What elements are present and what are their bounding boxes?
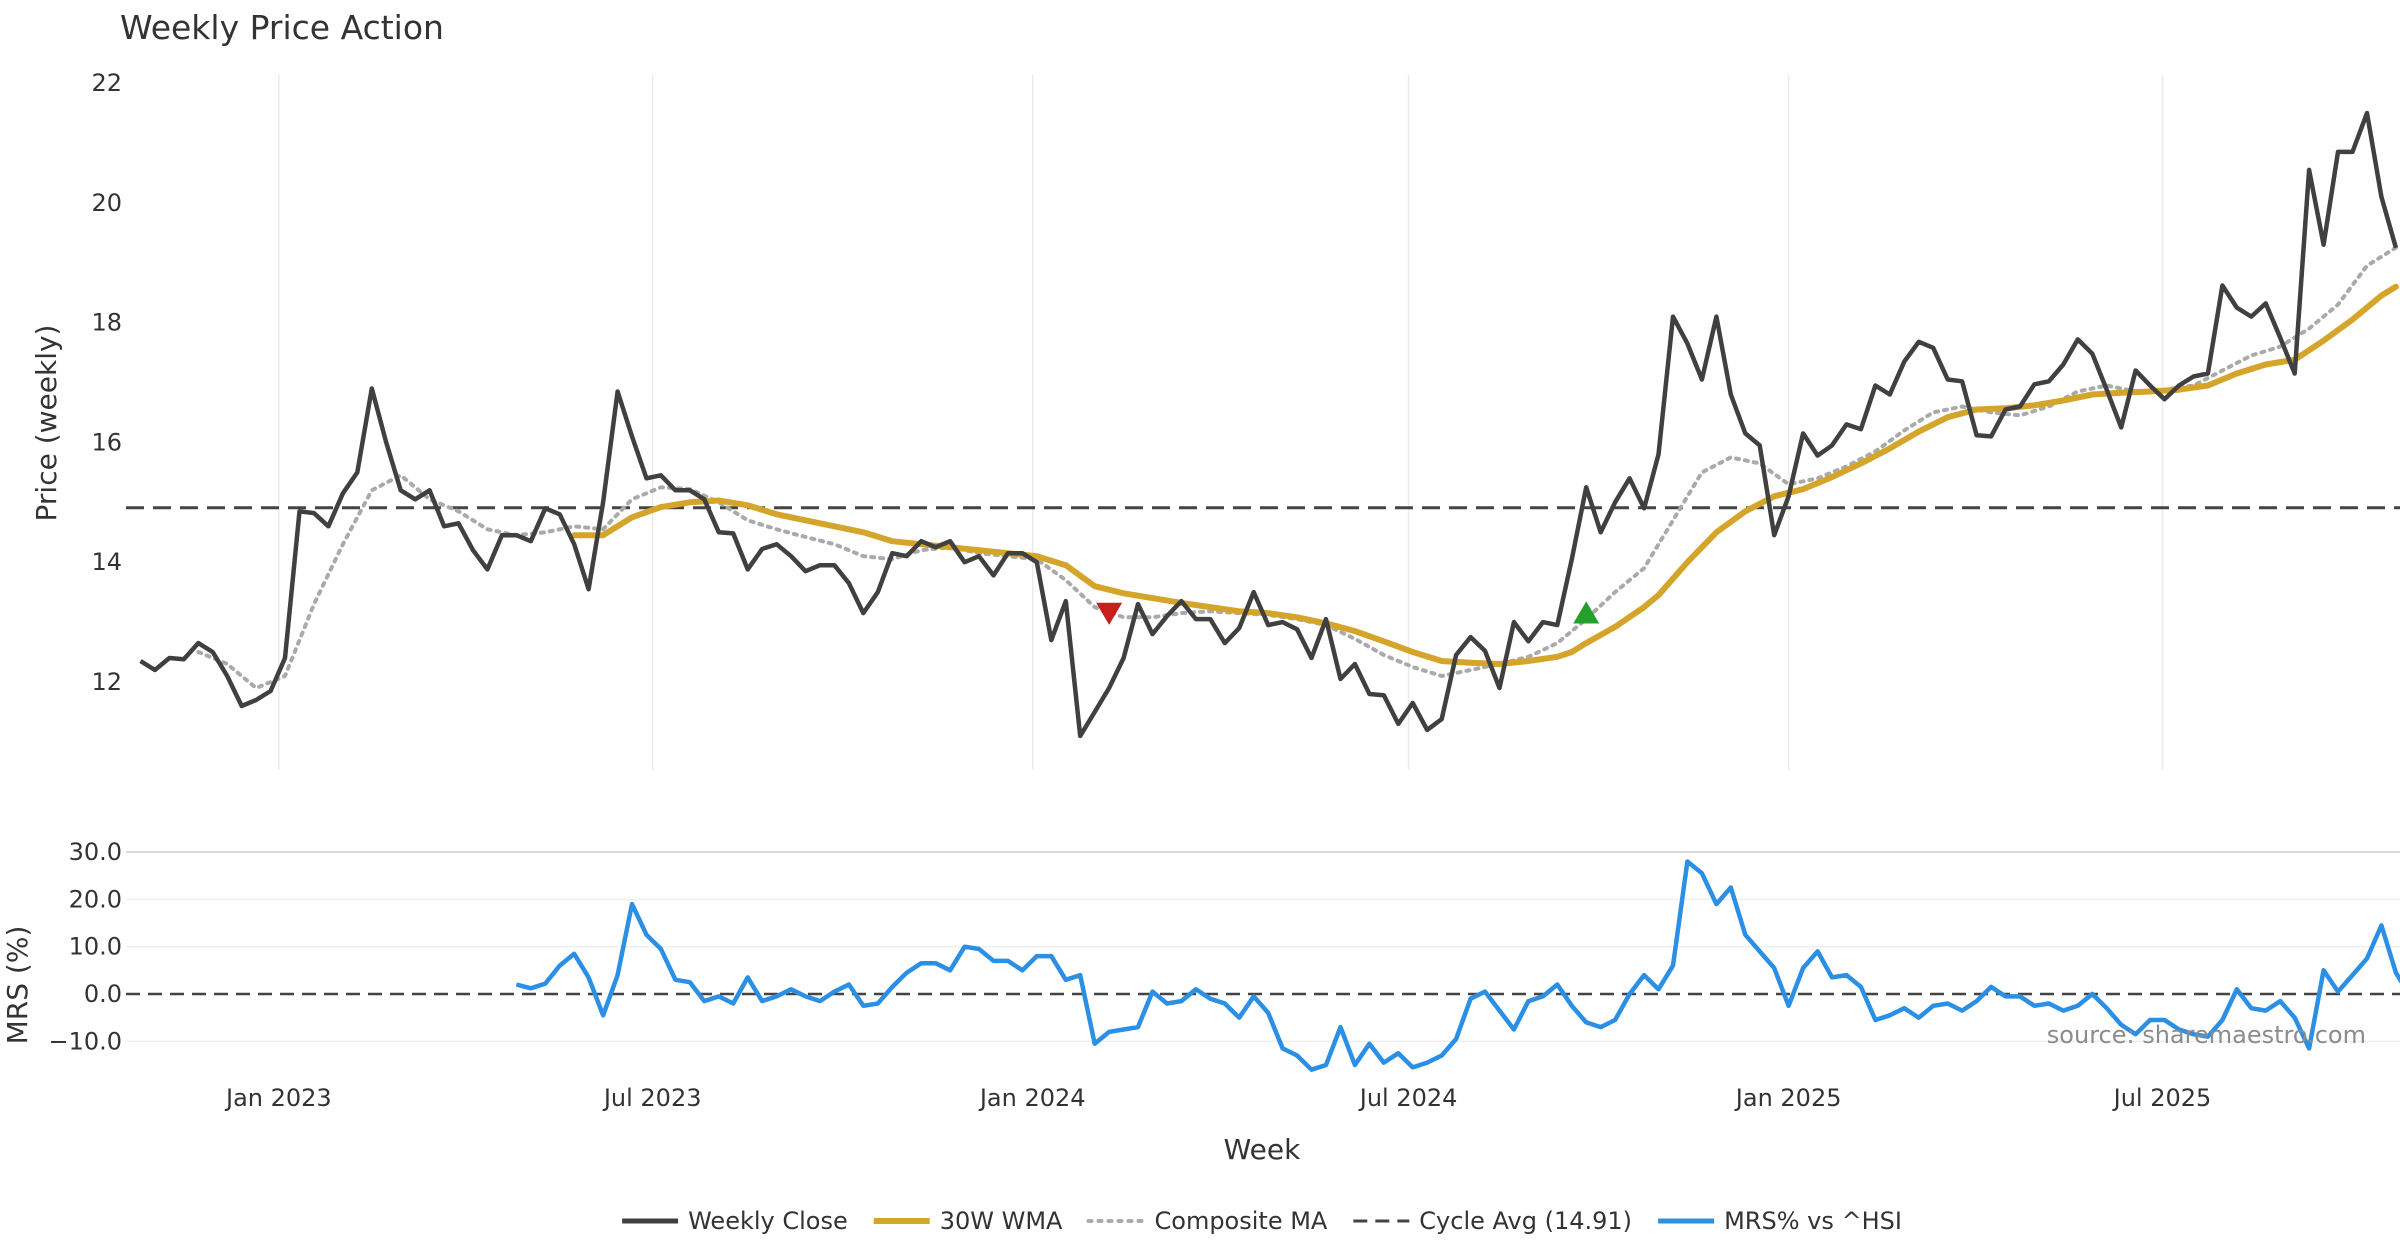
price-series-group: [126, 110, 2400, 739]
price-y-axis-label: Price (weekly): [30, 325, 63, 522]
x-tick-label-2: Jan 2024: [978, 1084, 1086, 1112]
price-y-ticks: 12 14 16 18 20 22: [91, 69, 122, 696]
price-panel-grid: [278, 75, 2164, 770]
sell-signal-marker: [1096, 602, 1123, 625]
legend-label-cycle: Cycle Avg (14.91): [1419, 1207, 1632, 1235]
mrs-series-group: [126, 859, 2400, 1072]
mrs-y-tick-label-0: −10.0: [48, 1027, 122, 1055]
weekly-close-line: [139, 110, 2399, 739]
mrs-y-tick-label-1: 0.0: [84, 980, 122, 1008]
legend-label-wma: 30W WMA: [940, 1207, 1063, 1235]
source-note: source: sharemaestro.com: [2047, 1021, 2366, 1049]
legend-label-composite: Composite MA: [1155, 1207, 1328, 1235]
legend-item-composite: Composite MA: [1086, 1207, 1328, 1235]
signal-markers: [1096, 601, 1600, 625]
legend-item-wma: 30W WMA: [873, 1207, 1063, 1235]
price-y-tick-label-4: 20: [91, 189, 122, 217]
legend-item-close: Weekly Close: [622, 1207, 848, 1235]
chart-title: Weekly Price Action: [120, 8, 444, 47]
mrs-y-tick-label-3: 20.0: [69, 885, 122, 913]
legend-label-mrs: MRS% vs ^HSI: [1724, 1207, 1902, 1235]
price-y-tick-label-0: 12: [91, 668, 122, 696]
x-tick-labels: Jan 2023 Jul 2023 Jan 2024 Jul 2024 Jan 2025…: [224, 1084, 2211, 1112]
mrs-panel-grid: [126, 851, 2400, 1043]
legend-label-close: Weekly Close: [688, 1207, 848, 1235]
x-axis-label: Week: [1224, 1133, 1301, 1166]
chart-legend: Weekly Close 30W WMA Composite MA Cycle Avg…: [622, 1207, 1902, 1235]
x-tick-label-5: Jul 2025: [2112, 1084, 2212, 1112]
mrs-y-ticks: −10.0 0.0 10.0 20.0 30.0: [48, 838, 122, 1055]
x-tick-label-1: Jul 2023: [602, 1084, 702, 1112]
mrs-y-axis-label: MRS (%): [1, 926, 34, 1045]
mrs-line: [515, 859, 2400, 1072]
price-y-tick-label-1: 14: [91, 548, 122, 576]
mrs-y-tick-label-2: 10.0: [69, 933, 122, 961]
price-y-tick-label-3: 18: [91, 309, 122, 337]
mrs-y-tick-label-4: 30.0: [69, 838, 122, 866]
price-y-tick-label-2: 16: [91, 428, 122, 456]
x-tick-label-3: Jul 2024: [1358, 1084, 1458, 1112]
composite-ma-line: [196, 245, 2398, 690]
legend-item-mrs: MRS% vs ^HSI: [1658, 1207, 1902, 1235]
legend-item-cycle: Cycle Avg (14.91): [1353, 1207, 1632, 1235]
x-tick-label-0: Jan 2023: [224, 1084, 332, 1112]
price-y-tick-label-5: 22: [91, 69, 122, 97]
buy-signal-marker: [1573, 601, 1600, 624]
x-tick-label-4: Jan 2025: [1734, 1084, 1842, 1112]
wma-30w-line: [571, 283, 2399, 667]
